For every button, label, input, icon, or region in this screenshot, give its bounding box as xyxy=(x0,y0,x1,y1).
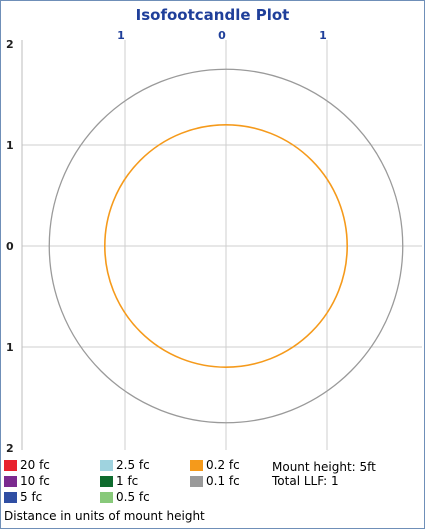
legend-label-20fc: 20 fc xyxy=(20,458,50,472)
total-llf-text: Total LLF: 1 xyxy=(272,474,339,488)
legend-label-5fc: 5 fc xyxy=(20,490,43,504)
top-tick-label: 1 xyxy=(319,29,327,42)
legend-label-0-5fc: 0.5 fc xyxy=(116,490,150,504)
legend-item-0-2fc: 0.2 fc xyxy=(190,458,240,472)
distance-units-note: Distance in units of mount height xyxy=(4,509,205,523)
legend-swatch-10fc xyxy=(4,475,17,487)
top-tick-label: 1 xyxy=(117,29,125,42)
legend-item-2-5fc: 2.5 fc xyxy=(100,458,150,472)
legend-swatch-5fc xyxy=(4,491,17,503)
legend-item-1fc: 1 fc xyxy=(100,474,138,488)
legend-item-0-1fc: 0.1 fc xyxy=(190,474,240,488)
legend-label-1fc: 1 fc xyxy=(116,474,139,488)
legend-swatch-2-5fc xyxy=(100,459,113,471)
legend-item-20fc: 20 fc xyxy=(4,458,50,472)
legend-label-0-2fc: 0.2 fc xyxy=(206,458,240,472)
mount-height-text: Mount height: 5ft xyxy=(272,460,376,474)
left-tick-label: 1 xyxy=(6,139,14,152)
left-tick-label: 1 xyxy=(6,341,14,354)
chart-title: Isofootcandle Plot xyxy=(135,6,290,24)
legend-item-0-5fc: 0.5 fc xyxy=(100,490,150,504)
left-tick-label: 2 xyxy=(6,38,14,51)
left-tick-label: 0 xyxy=(6,240,14,253)
fixture-info: Mount height: 5ft Total LLF: 1 xyxy=(272,460,376,488)
top-tick-label: 0 xyxy=(218,29,226,42)
legend-item-10fc: 10 fc xyxy=(4,474,50,488)
legend-swatch-1fc xyxy=(100,475,113,487)
legend-label-2-5fc: 2.5 fc xyxy=(116,458,150,472)
legend-swatch-20fc xyxy=(4,459,17,471)
legend-swatch-0-2fc xyxy=(190,459,203,471)
legend-label-10fc: 10 fc xyxy=(20,474,50,488)
legend-swatch-0-5fc xyxy=(100,491,113,503)
legend-swatch-0-1fc xyxy=(190,475,203,487)
contour-0-1-fc xyxy=(48,68,404,424)
legend-item-5fc: 5 fc xyxy=(4,490,42,504)
left-tick-label: 2 xyxy=(6,442,14,455)
contour-0-2-fc xyxy=(104,124,348,368)
legend-label-0-1fc: 0.1 fc xyxy=(206,474,240,488)
